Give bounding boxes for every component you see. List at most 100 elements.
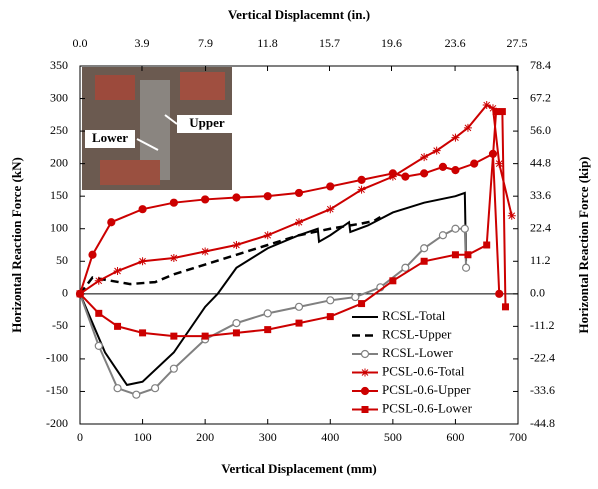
marker (357, 185, 366, 194)
legend-label: PCSL-0.6-Lower (382, 400, 473, 415)
y2-tick-label: 67.2 (530, 90, 551, 104)
y-tick-label: 150 (50, 188, 68, 202)
y-tick-label: 350 (50, 58, 68, 72)
marker (94, 341, 103, 350)
marker (264, 326, 272, 334)
y2-tick-label: 44.8 (530, 155, 551, 169)
marker (498, 108, 506, 116)
y2-tick-label: -11.2 (530, 318, 555, 332)
marker (263, 309, 272, 318)
y-tick-label: 250 (50, 123, 68, 137)
y2-tick-label: -44.8 (530, 416, 555, 430)
x2-tick-label: 7.9 (198, 36, 213, 50)
series-line (79, 103, 513, 295)
annotation-box (177, 115, 237, 133)
marker (460, 224, 469, 233)
marker (420, 153, 429, 162)
x2-tick-label: 19.6 (381, 36, 402, 50)
legend-label: RCSL-Lower (382, 345, 453, 360)
marker (495, 289, 504, 298)
marker (138, 257, 147, 266)
x-tick-label: 600 (446, 430, 464, 444)
y2-tick-label: 11.2 (530, 253, 551, 267)
marker (388, 169, 397, 178)
marker (461, 263, 471, 272)
marker (463, 123, 472, 132)
x-tick-label: 500 (384, 430, 402, 444)
marker (295, 319, 303, 327)
marker (263, 231, 272, 240)
marker (438, 162, 448, 171)
marker (139, 329, 147, 337)
marker (389, 277, 397, 285)
x-tick-label: 100 (134, 430, 152, 444)
x-tick-label: 200 (196, 430, 214, 444)
marker (357, 175, 366, 185)
marker (326, 205, 335, 214)
marker (132, 390, 141, 399)
marker (451, 133, 460, 142)
y-tick-label: 50 (56, 253, 68, 267)
marker (360, 349, 370, 359)
marker (114, 322, 122, 330)
marker (451, 224, 460, 233)
marker (169, 364, 178, 373)
marker (470, 159, 479, 168)
annotation-box (85, 130, 135, 148)
marker (361, 368, 369, 377)
y2-tick-label: 33.6 (530, 188, 551, 202)
marker (401, 172, 410, 181)
y-tick-label: -100 (46, 351, 68, 365)
series-line (79, 191, 468, 387)
y-tick-label: -200 (46, 416, 68, 430)
y2-tick-label: 0.0 (530, 286, 545, 300)
annotation-arrow (136, 138, 159, 151)
marker (420, 169, 429, 178)
marker (232, 319, 241, 328)
x-tick-label: 700 (509, 430, 527, 444)
marker (360, 386, 370, 396)
marker (201, 332, 209, 340)
legend-label: RCSL-Upper (382, 326, 452, 341)
y-tick-label: -50 (52, 318, 68, 332)
marker (150, 384, 160, 393)
marker (495, 159, 504, 168)
y-tick-label: 0 (62, 286, 68, 300)
y2-tick-label: -22.4 (530, 351, 555, 365)
marker (432, 146, 441, 155)
marker (361, 406, 369, 413)
plot-frame (79, 65, 519, 425)
marker (438, 231, 448, 240)
marker (492, 108, 500, 116)
y2-tick-label: 56.0 (530, 123, 551, 137)
x2-tick-label: 23.6 (445, 36, 466, 50)
marker (351, 292, 360, 302)
x2-tick-label: 3.9 (134, 36, 149, 50)
marker (326, 182, 335, 191)
y-tick-label: 200 (50, 155, 68, 169)
photo-detail (95, 75, 135, 100)
annotation: Lower (92, 130, 128, 145)
marker (107, 218, 116, 227)
marker (294, 302, 304, 311)
marker (451, 166, 460, 175)
x2-tick-label: 0.0 (73, 36, 88, 50)
marker (232, 193, 241, 202)
marker (482, 101, 491, 110)
marker (95, 309, 103, 317)
marker (76, 290, 84, 298)
marker (113, 267, 122, 276)
marker (169, 254, 178, 263)
marker (113, 384, 122, 393)
marker (501, 303, 509, 311)
annotation: Upper (189, 115, 225, 130)
marker (169, 198, 178, 207)
y-axis-label: Horizontal Reaction Force (kN) (9, 157, 24, 333)
marker (138, 205, 147, 214)
marker (232, 329, 240, 337)
marker (263, 192, 272, 201)
x-tick-label: 300 (259, 430, 277, 444)
x-tick-label: 400 (321, 430, 339, 444)
marker (201, 195, 210, 204)
